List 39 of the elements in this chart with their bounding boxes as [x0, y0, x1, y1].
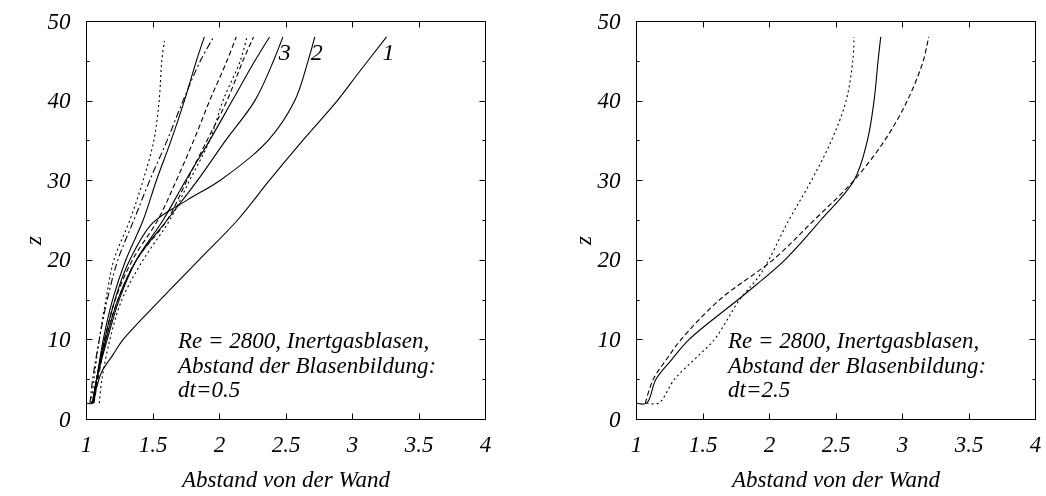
y-tick-label: 10 — [597, 326, 621, 352]
y-tick-label: 40 — [47, 88, 71, 114]
y-axis-title: z — [20, 235, 46, 246]
x-tick-label: 4 — [1029, 431, 1042, 457]
y-tick-label: 20 — [47, 247, 71, 273]
y-tick-label: 0 — [609, 406, 621, 432]
x-tick-label: 2.5 — [821, 431, 851, 457]
x-tick-label: 1.5 — [688, 431, 718, 457]
x-axis-title: Abstand von der Wand — [179, 466, 391, 492]
x-tick-label: 2 — [763, 431, 776, 457]
x-tick-label: 1 — [80, 431, 93, 457]
annotation: Re = 2800, Inertgasblasen, — [727, 328, 980, 353]
annotation: Abstand der Blasenbildung: — [176, 352, 437, 378]
legend-label: 3 — [277, 38, 291, 65]
annotation: Re = 2800, Inertgasblasen, — [177, 328, 430, 353]
x-tick-label: 4 — [479, 431, 492, 457]
x-tick-label: 1.5 — [138, 431, 168, 457]
y-tick-label: 10 — [47, 326, 71, 352]
y-tick-label: 50 — [597, 8, 621, 34]
y-tick-label: 40 — [597, 88, 621, 114]
y-tick-label: 30 — [596, 167, 621, 193]
x-tick-label: 3 — [345, 431, 359, 457]
y-tick-label: 50 — [47, 8, 71, 34]
x-tick-label: 3.5 — [403, 431, 434, 457]
x-tick-label: 1 — [630, 431, 643, 457]
annotation: Abstand der Blasenbildung: — [726, 352, 987, 378]
y-tick-label: 30 — [46, 167, 71, 193]
annotation: dt=2.5 — [728, 377, 791, 402]
x-tick-label: 3 — [895, 431, 909, 457]
x-tick-label: 3.5 — [953, 431, 984, 457]
y-tick-label: 20 — [597, 247, 621, 273]
y-axis-title: z — [570, 235, 596, 246]
series-label: 2 — [310, 38, 323, 65]
x-tick-label: 2 — [213, 431, 226, 457]
x-tick-label: 2.5 — [271, 431, 301, 457]
annotation: dt=0.5 — [178, 377, 241, 402]
x-axis-title: Abstand von der Wand — [729, 466, 941, 492]
y-tick-label: 0 — [59, 406, 71, 432]
series-label: 1 — [382, 38, 395, 65]
